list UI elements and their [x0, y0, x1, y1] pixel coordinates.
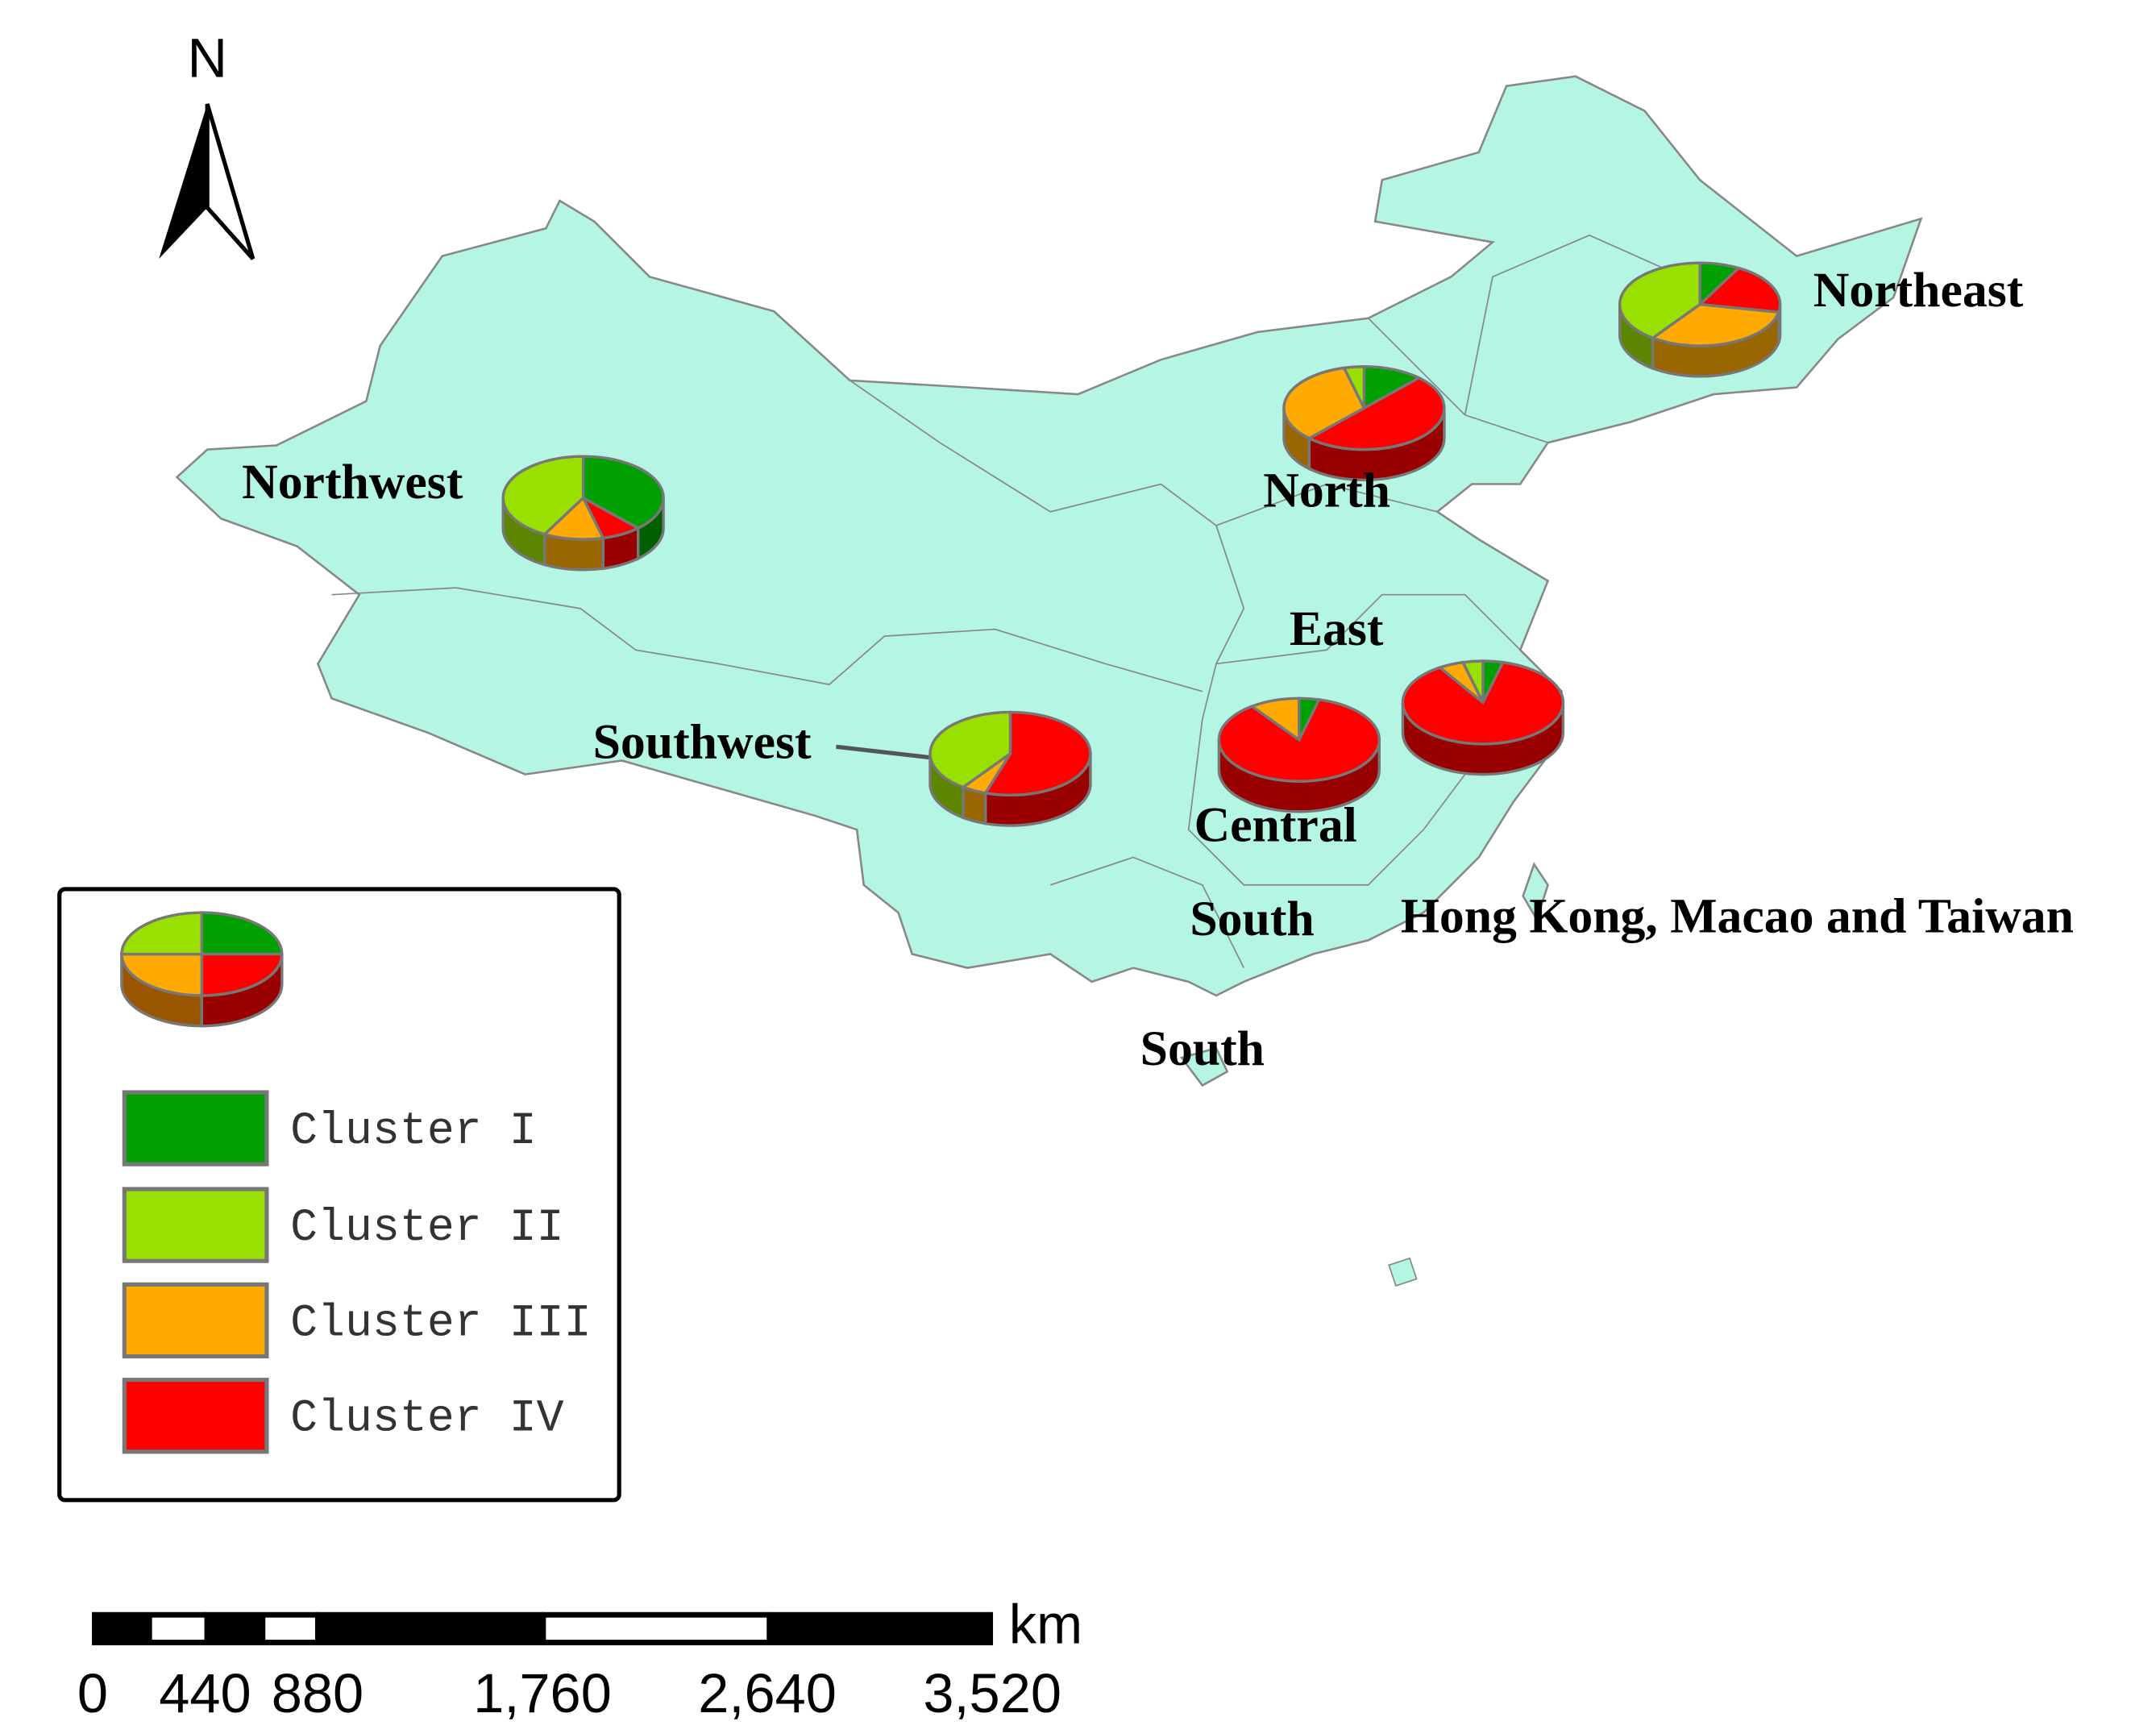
pie-slice: [1460, 659, 1485, 704]
region-label: South: [1140, 1021, 1265, 1076]
pie-slice: [501, 455, 585, 536]
pie: [1217, 697, 1381, 813]
arrow-right: [205, 103, 255, 260]
region-label: Northeast: [1813, 263, 2024, 318]
legend-pie-icon: [120, 911, 284, 1028]
north-arrow: N: [159, 27, 255, 260]
legend-label: Cluster II: [290, 1202, 564, 1254]
legend-swatch: [122, 1282, 269, 1359]
scale-bar: km 0 440 880 1,760 2,640 3,520: [77, 1593, 1082, 1724]
legend-label: Cluster IV: [290, 1393, 564, 1445]
island: [1388, 1257, 1418, 1287]
region-label: Hong Kong, Macao and Taiwan: [1401, 889, 2074, 944]
scale-bar-segment: [152, 1617, 205, 1640]
region-borders: [331, 234, 1714, 969]
pie: [928, 710, 1092, 827]
legend-swatch: [122, 1378, 269, 1454]
pie-slice: [1306, 376, 1446, 451]
scale-tick-label: 2,640: [698, 1662, 837, 1724]
pie-slice: [542, 495, 605, 541]
pie-slice: [928, 710, 1012, 789]
pie-slice: [581, 455, 665, 530]
country-outline: [175, 75, 1923, 997]
pie-slice: [1697, 266, 1782, 314]
legend-label: Cluster III: [290, 1297, 591, 1349]
pie: [1282, 365, 1446, 482]
region-label: North: [1263, 463, 1390, 518]
pie: [1401, 659, 1565, 776]
region-label: Northwest: [242, 455, 463, 509]
north-label: N: [187, 27, 227, 89]
scale-unit: km: [1009, 1593, 1082, 1655]
pies: [501, 261, 1782, 827]
region-label: Southwest: [593, 714, 812, 769]
island: [1179, 1046, 1229, 1087]
region-label: East: [1290, 601, 1384, 656]
scale-bar-segment: [546, 1617, 767, 1640]
scale-tick-label: 3,520: [923, 1662, 1061, 1724]
pie-slice: [1282, 366, 1366, 440]
legend-label: Cluster I: [290, 1105, 537, 1157]
scale-tick-label: 880: [272, 1662, 363, 1724]
legend-swatch: [122, 1187, 269, 1263]
scale-bar-segment: [265, 1617, 315, 1640]
region-labels: Northwest North Northeast East Central S…: [242, 263, 2074, 1076]
leader-line: [836, 744, 933, 760]
island: [1522, 862, 1549, 922]
scale-tick-label: 1,760: [473, 1662, 612, 1724]
scale-tick-label: 440: [159, 1662, 251, 1724]
region-label: Central: [1194, 797, 1357, 852]
pie-slice: [1618, 261, 1701, 340]
pie: [1618, 261, 1782, 378]
pie-slice: [1650, 302, 1781, 347]
pie-slice: [1342, 365, 1366, 409]
pie-slice: [1401, 660, 1565, 746]
legend-swatch: [122, 1090, 269, 1166]
legend: Cluster I Cluster II Cluster III Cluster IV: [57, 887, 621, 1503]
arrow-left: [159, 103, 208, 260]
pie: [501, 455, 665, 572]
region-label: South: [1190, 892, 1314, 946]
pie-slice: [982, 710, 1092, 797]
scale-tick-label: 0: [77, 1662, 108, 1724]
